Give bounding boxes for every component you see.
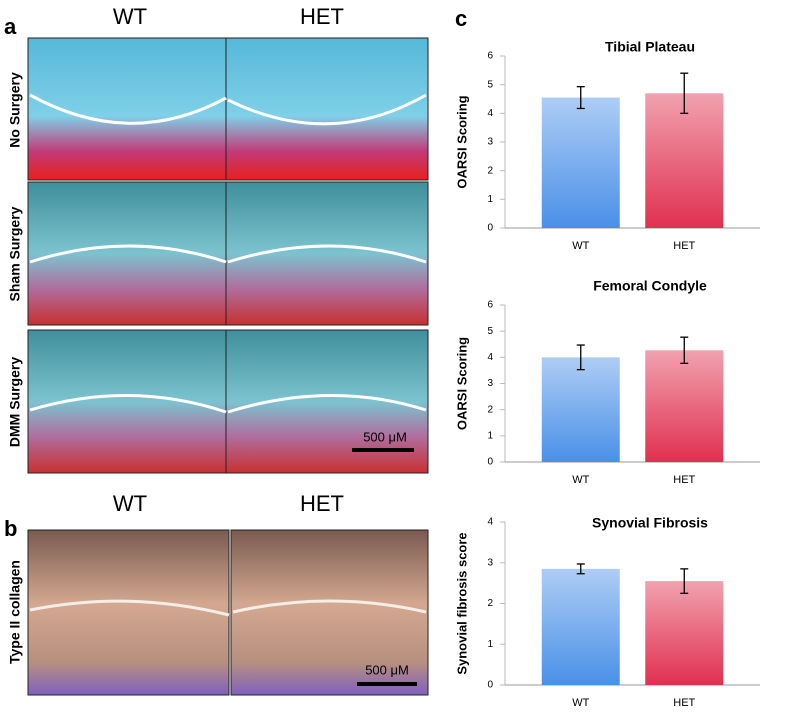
y-tick-label: 5 xyxy=(487,326,493,337)
y-axis-label: OARSI Scoring xyxy=(454,337,469,430)
bar xyxy=(541,357,620,462)
column-header: HET xyxy=(300,491,344,516)
y-tick-label: 3 xyxy=(487,378,493,389)
panel-label: c xyxy=(455,6,467,31)
x-tick-label: HET xyxy=(673,474,695,486)
y-tick-label: 2 xyxy=(487,165,493,176)
y-tick-label: 6 xyxy=(487,51,493,62)
y-tick-label: 1 xyxy=(487,430,493,441)
panel-label: b xyxy=(4,516,17,541)
row-label: Sham Surgery xyxy=(7,206,23,301)
histology-grid-a xyxy=(27,37,429,474)
bar xyxy=(541,97,620,228)
row-label: DMM Surgery xyxy=(7,357,23,447)
y-tick-label: 2 xyxy=(487,598,493,609)
y-axis-label: OARSI Scoring xyxy=(454,95,469,188)
column-header: WT xyxy=(113,491,147,516)
y-tick-label: 6 xyxy=(487,300,493,311)
joint-space xyxy=(29,599,427,617)
chart-title: Femoral Condyle xyxy=(593,278,707,294)
y-tick-label: 1 xyxy=(487,194,493,205)
y-tick-label: 0 xyxy=(487,457,493,468)
joint-space xyxy=(29,93,427,414)
bar xyxy=(645,350,724,462)
y-axis-label: Synovial fibrosis score xyxy=(454,532,469,674)
row-label: Type II collagen xyxy=(7,560,23,664)
bar xyxy=(645,93,724,229)
scale-bar-label: 500 μM xyxy=(363,429,407,444)
histology-image xyxy=(27,529,230,696)
histology-image xyxy=(230,529,429,696)
panel-label: a xyxy=(4,14,17,39)
chart-title: Synovial Fibrosis xyxy=(592,515,708,531)
y-tick-label: 0 xyxy=(487,223,493,234)
y-tick-label: 0 xyxy=(487,680,493,691)
x-tick-label: HET xyxy=(673,697,695,709)
x-tick-label: WT xyxy=(572,697,589,709)
y-tick-label: 3 xyxy=(487,137,493,148)
y-tick-label: 4 xyxy=(487,108,493,119)
chart-title: Tibial Plateau xyxy=(605,39,695,55)
y-tick-label: 2 xyxy=(487,404,493,415)
x-tick-label: WT xyxy=(572,474,589,486)
bar xyxy=(645,581,724,685)
bar xyxy=(541,568,620,685)
y-tick-label: 4 xyxy=(487,352,493,363)
y-tick-label: 4 xyxy=(487,517,493,528)
column-header: WT xyxy=(113,4,147,29)
column-header: HET xyxy=(300,4,344,29)
y-tick-label: 1 xyxy=(487,639,493,650)
x-tick-label: HET xyxy=(673,240,695,252)
row-label: No Surgery xyxy=(7,72,23,148)
y-tick-label: 5 xyxy=(487,79,493,90)
y-tick-label: 3 xyxy=(487,557,493,568)
x-tick-label: WT xyxy=(572,240,589,252)
scale-bar-label: 500 μM xyxy=(365,662,409,677)
